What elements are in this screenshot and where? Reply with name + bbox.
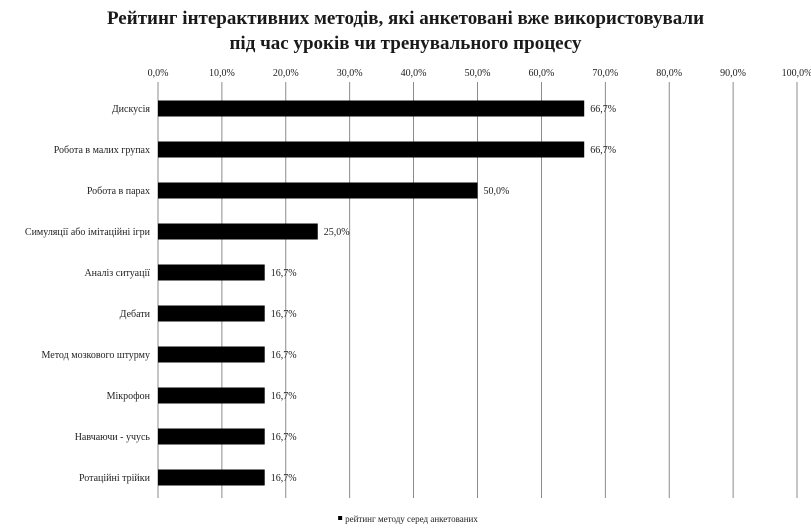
data-label: 66,7% xyxy=(590,104,616,115)
category-label: Дебати xyxy=(120,309,151,320)
data-label: 50,0% xyxy=(484,186,510,197)
x-tick-label: 80,0% xyxy=(656,68,682,79)
category-label: Мікрофон xyxy=(107,391,151,402)
bar xyxy=(158,346,265,363)
x-tick-label: 60,0% xyxy=(528,68,554,79)
bar xyxy=(158,469,265,486)
bar xyxy=(158,387,265,404)
chart-title-line-1: Рейтинг інтерактивних методів, які анкет… xyxy=(106,8,705,29)
data-label: 16,7% xyxy=(271,391,297,402)
x-tick-label: 100,0% xyxy=(782,68,811,79)
category-label: Ротаційні трійки xyxy=(79,473,151,484)
bar xyxy=(158,305,265,322)
x-tick-label: 0,0% xyxy=(148,68,169,79)
bar xyxy=(158,223,318,240)
chart-title: Рейтинг інтерактивних методів, які анкет… xyxy=(0,6,811,56)
category-label: Метод мозкового штурму xyxy=(42,350,151,361)
data-label: 16,7% xyxy=(271,473,297,484)
bar xyxy=(158,182,478,199)
data-label: 16,7% xyxy=(271,432,297,443)
x-tick-label: 90,0% xyxy=(720,68,746,79)
x-tick-label: 50,0% xyxy=(465,68,491,79)
data-label: 66,7% xyxy=(590,145,616,156)
bar xyxy=(158,428,265,445)
x-tick-label: 30,0% xyxy=(337,68,363,79)
bar xyxy=(158,264,265,281)
data-label: 16,7% xyxy=(271,350,297,361)
data-label: 16,7% xyxy=(271,268,297,279)
bar xyxy=(158,100,585,117)
data-label: 16,7% xyxy=(271,309,297,320)
category-label: Симуляції або імітаційні ігри xyxy=(25,227,151,238)
x-tick-label: 20,0% xyxy=(273,68,299,79)
x-tick-label: 40,0% xyxy=(401,68,427,79)
legend-label: рейтинг методу серед анкетованих xyxy=(345,514,478,524)
category-label: Робота в парах xyxy=(87,186,150,197)
bar xyxy=(158,141,585,158)
category-label: Аналіз ситуації xyxy=(84,268,150,279)
category-label: Навчаючи - учусь xyxy=(75,432,151,443)
x-tick-label: 70,0% xyxy=(592,68,618,79)
x-tick-label: 10,0% xyxy=(209,68,235,79)
category-label: Дискусія xyxy=(112,104,151,115)
legend-swatch xyxy=(338,516,343,520)
chart-title-line-2: під час уроків чи тренувального процесу xyxy=(229,33,582,54)
category-label: Робота в малих групах xyxy=(54,145,150,156)
data-label: 25,0% xyxy=(324,227,350,238)
